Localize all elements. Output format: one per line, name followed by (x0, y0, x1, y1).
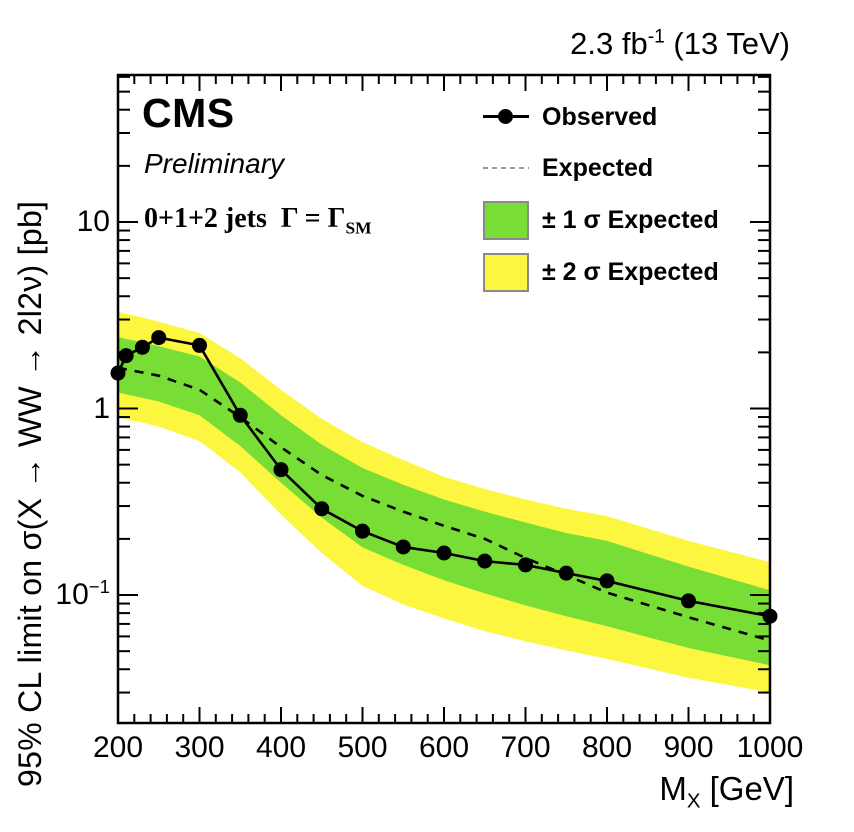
y-tick-label: 10−1 (55, 576, 110, 612)
x-title-symbol: M (659, 770, 687, 807)
legend-label: ± 1 σ Expected (542, 205, 719, 234)
observed-line-marker-swatch (483, 97, 529, 137)
observed-data-point (110, 365, 126, 381)
observed-data-point (273, 462, 289, 478)
observed-data-point (134, 339, 150, 355)
lumi-exponent: -1 (647, 26, 665, 48)
expected-dashed-line-swatch (483, 148, 529, 188)
x-tick-label: 700 (500, 731, 551, 764)
observed-data-point (681, 593, 696, 609)
observed-data-point (395, 539, 411, 555)
observed-data-point (558, 565, 574, 581)
observed-data-point (232, 407, 248, 423)
legend-label: Observed (542, 102, 658, 131)
x-tick-label: 800 (581, 731, 633, 764)
preliminary-label: Preliminary (144, 148, 285, 179)
x-title-subscript: X (686, 789, 701, 813)
width-assumption-subscript: SM (345, 218, 372, 238)
y-tick-label: 1 (93, 391, 110, 425)
observed-data-point (599, 573, 615, 589)
observed-data-point (151, 330, 167, 346)
x-title-units: [GeV] (700, 770, 794, 807)
beam-energy: (13 TeV) (664, 26, 790, 61)
x-tick-label: 1000 (736, 731, 804, 764)
x-tick-label: 200 (92, 731, 144, 764)
observed-data-point (436, 545, 452, 561)
observed-data-point (762, 608, 778, 624)
observed-data-point (518, 557, 533, 573)
luminosity-energy-label: 2.3 fb-1 (13 TeV) (570, 26, 790, 62)
cms-experiment-label: CMS (142, 90, 235, 136)
one-sigma-band-swatch (483, 200, 529, 240)
observed-data-point (355, 523, 370, 539)
x-tick-label: 900 (663, 731, 714, 764)
legend-label: Expected (542, 153, 654, 182)
lumi-value: 2.3 fb (570, 26, 648, 61)
legend-item-1sigma: ± 1 σ Expected (483, 199, 719, 241)
observed-data-point (314, 501, 330, 517)
x-axis-title: MX [GeV] (659, 770, 794, 811)
expected-limit-curve (117, 366, 771, 642)
jet-bins-label: 0+1+2 jets (144, 203, 267, 234)
two-sigma-band-swatch (483, 252, 529, 292)
legend-label: ± 2 σ Expected (542, 257, 719, 286)
channel-width-label: 0+1+2 jets Γ = ΓSM (144, 203, 372, 238)
observed-data-point (118, 348, 134, 364)
x-tick-label: 300 (174, 731, 225, 764)
legend-item-2sigma: ± 2 σ Expected (483, 251, 719, 293)
observed-data-point (477, 553, 493, 569)
width-assumption-label: Γ = Γ (280, 203, 346, 234)
legend-item-expected: Expected (483, 147, 653, 189)
y-tick-label: 10 (76, 205, 110, 238)
x-tick-label: 400 (255, 731, 307, 764)
observed-marker-dot (498, 109, 513, 124)
legend-item-observed: Observed (483, 96, 657, 138)
observed-data-point (192, 337, 207, 353)
x-tick-label: 600 (418, 731, 470, 764)
y-axis-title: 95% CL limit on σ(X → WW → 2l2ν) [pb] (12, 200, 48, 787)
x-tick-label: 500 (337, 731, 388, 764)
